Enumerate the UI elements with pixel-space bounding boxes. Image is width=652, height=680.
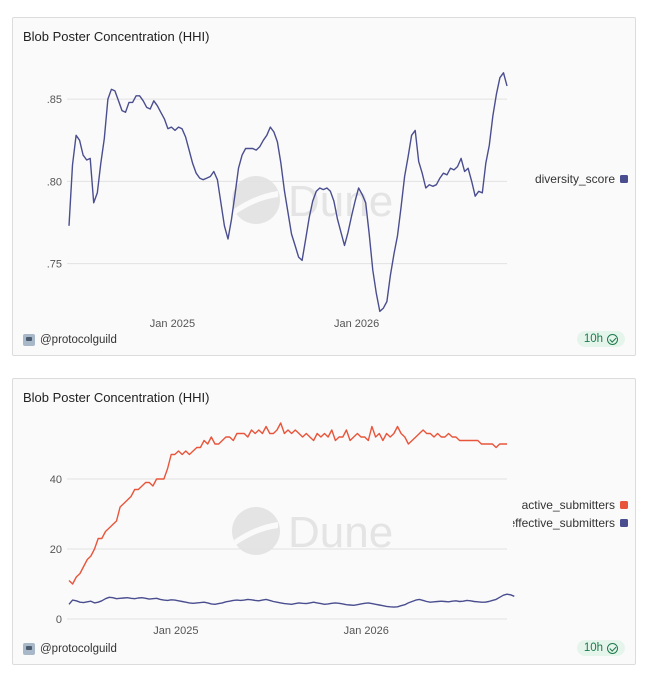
y-tick-label: .80 [47, 176, 62, 188]
x-tick-label: Jan 2026 [334, 318, 379, 330]
dune-watermark-text: Dune [288, 508, 393, 557]
author-name: @protocolguild [40, 334, 117, 346]
refresh-interval: 10h [583, 642, 603, 654]
dune-watermark: Dune [232, 176, 393, 226]
chart-title: Blob Poster Concentration (HHI) [23, 29, 210, 44]
x-tick-label: Jan 2025 [150, 318, 195, 330]
x-tick-label: Jan 2025 [153, 625, 198, 637]
check-circle-icon [607, 333, 618, 345]
y-tick-label: 20 [50, 544, 62, 556]
refresh-interval: 10h [583, 333, 603, 345]
y-tick-label: .75 [47, 259, 62, 271]
legend-swatch-diversity_score [620, 175, 628, 183]
author-name: @protocolguild [40, 643, 117, 655]
dune-logo-swoosh [234, 191, 278, 214]
legend-swatch-active_submitters [620, 501, 628, 509]
check-circle-icon [607, 642, 618, 654]
legend-label-diversity_score: diversity_score [535, 172, 615, 186]
series-line-active_submitters [68, 422, 507, 585]
dune-watermark-text: Dune [288, 177, 393, 226]
chart-card-diversity: Blob Poster Concentration (HHI) Dune .75.… [12, 17, 636, 356]
submitters-plot: Dune 0 20 40 Jan 2025 Jan 2026 active_submitte… [50, 422, 628, 637]
series-line-diversity_score [68, 72, 508, 313]
author-link[interactable]: @protocolguild [23, 643, 117, 655]
diversity-score-plot: Dune .75 .80 .85 Jan 2025 Jan 2026 diversity_s… [47, 72, 628, 330]
avatar-icon [23, 643, 35, 655]
y-tick-label: 0 [56, 614, 62, 626]
avatar-icon [23, 334, 35, 346]
legend-label-active_submitters: active_submitters [522, 498, 615, 512]
legend-swatch-effective_submitters [620, 519, 628, 527]
legend-label-effective_submitters: effective_submitters [509, 516, 616, 530]
y-tick-label: .85 [47, 94, 62, 106]
y-tick-label: 40 [50, 474, 62, 486]
chart-card-submitters: Blob Poster Concentration (HHI) Dune 0 20 4… [12, 378, 636, 665]
chart-title: Blob Poster Concentration (HHI) [23, 390, 210, 405]
series-line-effective_submitters [68, 593, 515, 608]
refresh-status-badge[interactable]: 10h [576, 640, 625, 656]
author-link[interactable]: @protocolguild [23, 334, 117, 346]
x-tick-label: Jan 2026 [344, 625, 389, 637]
dune-logo-swoosh [234, 522, 278, 545]
refresh-status-badge[interactable]: 10h [576, 331, 625, 347]
